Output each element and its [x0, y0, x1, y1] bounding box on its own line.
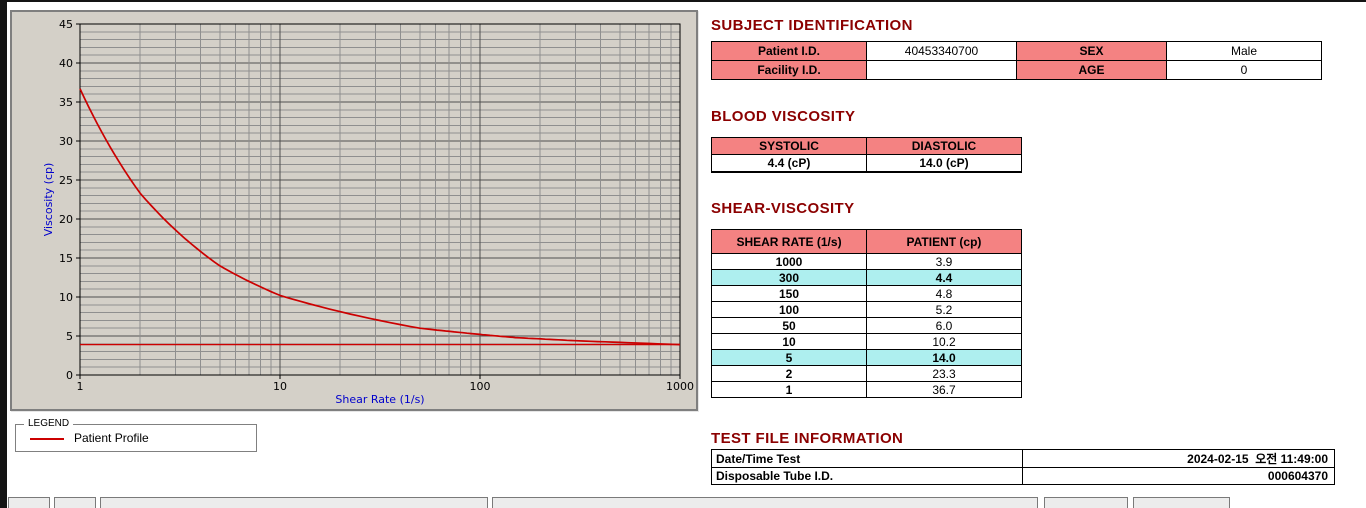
patient-viscosity-cell: 3.9 — [866, 253, 1022, 270]
svg-text:15: 15 — [59, 252, 73, 265]
test-file-table: Date/Time Test 2024-02-15 오전 11:49:00 Di… — [711, 449, 1335, 485]
table-row: Patient I.D. 40453340700 SEX Male — [711, 41, 1322, 61]
shear-viscosity-row: 50 6.0 — [711, 317, 1022, 334]
test-file-heading: TEST FILE INFORMATION — [711, 430, 904, 447]
svg-text:100: 100 — [470, 380, 491, 393]
patient-viscosity-cell: 36.7 — [866, 381, 1022, 398]
patient-id-value: 40453340700 — [866, 41, 1017, 61]
svg-text:Viscosity (cp): Viscosity (cp) — [42, 163, 55, 237]
age-label: AGE — [1016, 60, 1167, 80]
shear-viscosity-row: 2 23.3 — [711, 365, 1022, 382]
viscosity-chart-panel: 0 5 10 15 20 25 30 35 40 45 1 10 100 1000 Shear Rate (… — [10, 10, 698, 411]
svg-text:0: 0 — [66, 369, 73, 382]
shear-rate-cell: 5 — [711, 349, 867, 366]
patient-viscosity-cell: 5.2 — [866, 301, 1022, 318]
legend-item-label: Patient Profile — [74, 431, 149, 445]
datetime-test-value: 2024-02-15 오전 11:49:00 — [1022, 449, 1335, 468]
age-value: 0 — [1166, 60, 1322, 80]
toolbar-button-fragment[interactable] — [1044, 497, 1128, 508]
svg-text:1: 1 — [77, 380, 84, 393]
facility-id-label: Facility I.D. — [711, 60, 867, 80]
shear-viscosity-row: 5 14.0 — [711, 349, 1022, 366]
shear-viscosity-row: 1000 3.9 — [711, 253, 1022, 270]
svg-text:10: 10 — [59, 291, 73, 304]
table-row: Facility I.D. AGE 0 — [711, 60, 1322, 80]
svg-text:45: 45 — [59, 18, 73, 31]
viscosity-chart: 0 5 10 15 20 25 30 35 40 45 1 10 100 1000 Shear Rate (… — [42, 18, 694, 406]
svg-text:5: 5 — [66, 330, 73, 343]
shear-rate-cell: 1 — [711, 381, 867, 398]
patient-viscosity-cell: 4.4 — [866, 269, 1022, 286]
window-left-edge — [0, 0, 7, 508]
facility-id-value — [866, 60, 1017, 80]
legend-line-sample — [30, 438, 64, 440]
patient-viscosity-cell: 14.0 — [866, 349, 1022, 366]
table-row: 4.4 (cP) 14.0 (cP) — [711, 154, 1022, 172]
toolbar-button-fragment[interactable] — [8, 497, 50, 508]
table-row: SYSTOLIC DIASTOLIC — [711, 137, 1022, 155]
shear-rate-cell: 50 — [711, 317, 867, 334]
shear-viscosity-table: SHEAR RATE (1/s) PATIENT (cp) 1000 3.9 300… — [711, 229, 1022, 398]
legend-title: LEGEND — [24, 418, 74, 429]
toolbar-button-fragment[interactable] — [1133, 497, 1230, 508]
svg-text:Shear Rate (1/s): Shear Rate (1/s) — [335, 393, 424, 406]
svg-text:30: 30 — [59, 135, 73, 148]
svg-text:10: 10 — [273, 380, 287, 393]
svg-text:1000: 1000 — [666, 380, 694, 393]
patient-viscosity-cell: 23.3 — [866, 365, 1022, 382]
toolbar-button-fragment[interactable] — [100, 497, 488, 508]
table-header-row: SHEAR RATE (1/s) PATIENT (cp) — [711, 229, 1022, 254]
shear-viscosity-row: 150 4.8 — [711, 285, 1022, 302]
shear-viscosity-row: 100 5.2 — [711, 301, 1022, 318]
systolic-header: SYSTOLIC — [711, 137, 867, 155]
window-top-edge — [0, 0, 1366, 2]
shear-viscosity-row: 10 10.2 — [711, 333, 1022, 350]
shear-rate-cell: 2 — [711, 365, 867, 382]
subject-identification-heading: SUBJECT IDENTIFICATION — [711, 17, 913, 34]
shear-rate-cell: 100 — [711, 301, 867, 318]
patient-viscosity-cell: 6.0 — [866, 317, 1022, 334]
shear-rate-cell: 150 — [711, 285, 867, 302]
sex-label: SEX — [1016, 41, 1167, 61]
tube-id-label: Disposable Tube I.D. — [711, 467, 1023, 485]
svg-text:35: 35 — [59, 96, 73, 109]
svg-text:20: 20 — [59, 213, 73, 226]
toolbar-button-fragment[interactable] — [54, 497, 96, 508]
blood-viscosity-heading: BLOOD VISCOSITY — [711, 108, 856, 125]
diastolic-value: 14.0 (cP) — [866, 154, 1022, 172]
toolbar-button-fragment[interactable] — [492, 497, 1038, 508]
shear-rate-cell: 10 — [711, 333, 867, 350]
datetime-test-label: Date/Time Test — [711, 449, 1023, 468]
table-row: Disposable Tube I.D. 000604370 — [711, 467, 1335, 485]
sex-value: Male — [1166, 41, 1322, 61]
patient-viscosity-cell: 4.8 — [866, 285, 1022, 302]
shear-rate-cell: 1000 — [711, 253, 867, 270]
patient-cp-header: PATIENT (cp) — [866, 229, 1022, 254]
patient-viscosity-cell: 10.2 — [866, 333, 1022, 350]
diastolic-header: DIASTOLIC — [866, 137, 1022, 155]
table-row: Date/Time Test 2024-02-15 오전 11:49:00 — [711, 449, 1335, 468]
shear-rate-header: SHEAR RATE (1/s) — [711, 229, 867, 254]
svg-text:40: 40 — [59, 57, 73, 70]
shear-rate-cell: 300 — [711, 269, 867, 286]
blood-viscosity-table: SYSTOLIC DIASTOLIC 4.4 (cP) 14.0 (cP) — [711, 137, 1022, 173]
tube-id-value: 000604370 — [1022, 467, 1335, 485]
systolic-value: 4.4 (cP) — [711, 154, 867, 172]
subject-identification-table: Patient I.D. 40453340700 SEX Male Facili… — [711, 41, 1322, 80]
shear-viscosity-row: 1 36.7 — [711, 381, 1022, 398]
svg-text:25: 25 — [59, 174, 73, 187]
legend-box: LEGEND Patient Profile — [15, 418, 257, 452]
shear-viscosity-row: 300 4.4 — [711, 269, 1022, 286]
patient-id-label: Patient I.D. — [711, 41, 867, 61]
shear-viscosity-heading: SHEAR-VISCOSITY — [711, 200, 855, 217]
